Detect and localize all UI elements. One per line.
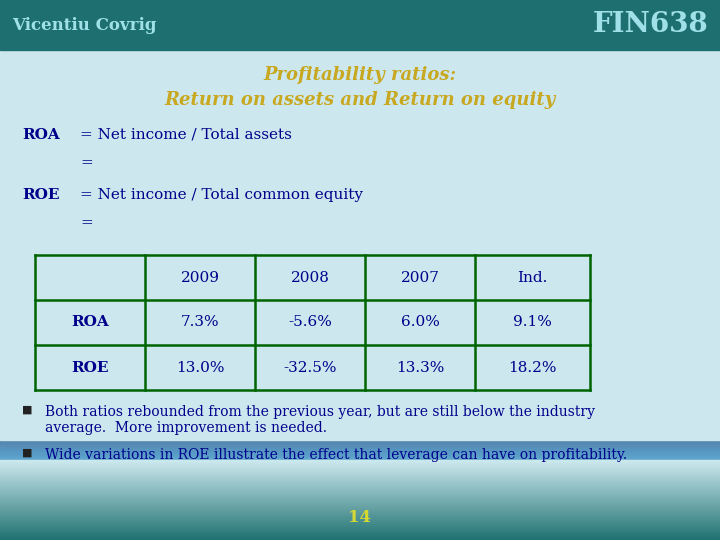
Text: 9.1%: 9.1% (513, 315, 552, 329)
Text: Vicentiu Covrig: Vicentiu Covrig (12, 17, 156, 33)
Text: Return on assets and Return on equity: Return on assets and Return on equity (164, 91, 556, 109)
Text: Ind.: Ind. (517, 271, 548, 285)
Text: ROA: ROA (22, 128, 60, 142)
Text: 14: 14 (348, 510, 372, 526)
Text: 2008: 2008 (291, 271, 330, 285)
Text: 13.3%: 13.3% (396, 361, 444, 375)
Text: FIN638: FIN638 (593, 11, 708, 38)
Text: -5.6%: -5.6% (288, 315, 332, 329)
Text: Wide variations in ROE illustrate the effect that leverage can have on profitabi: Wide variations in ROE illustrate the ef… (45, 448, 627, 462)
Text: 6.0%: 6.0% (400, 315, 439, 329)
Text: = Net income / Total common equity: = Net income / Total common equity (80, 188, 363, 202)
Bar (0, 0, 720, 50)
Text: =: = (80, 156, 93, 170)
Text: 7.3%: 7.3% (181, 315, 220, 329)
Text: ROE: ROE (22, 188, 60, 202)
Text: Profitability ratios:: Profitability ratios: (264, 66, 456, 84)
Text: 2007: 2007 (400, 271, 439, 285)
Text: ROE: ROE (71, 361, 109, 375)
Text: 13.0%: 13.0% (176, 361, 224, 375)
Text: = Net income / Total assets: = Net income / Total assets (80, 128, 292, 142)
Text: 18.2%: 18.2% (508, 361, 557, 375)
Text: ■: ■ (22, 448, 32, 458)
Text: =: = (80, 216, 93, 230)
Text: Both ratios rebounded from the previous year, but are still below the industry
a: Both ratios rebounded from the previous … (45, 405, 595, 435)
Text: ■: ■ (22, 405, 32, 415)
Text: 2009: 2009 (181, 271, 220, 285)
Bar (0, 50, 720, 440)
Text: -32.5%: -32.5% (283, 361, 337, 375)
Text: ROA: ROA (71, 315, 109, 329)
